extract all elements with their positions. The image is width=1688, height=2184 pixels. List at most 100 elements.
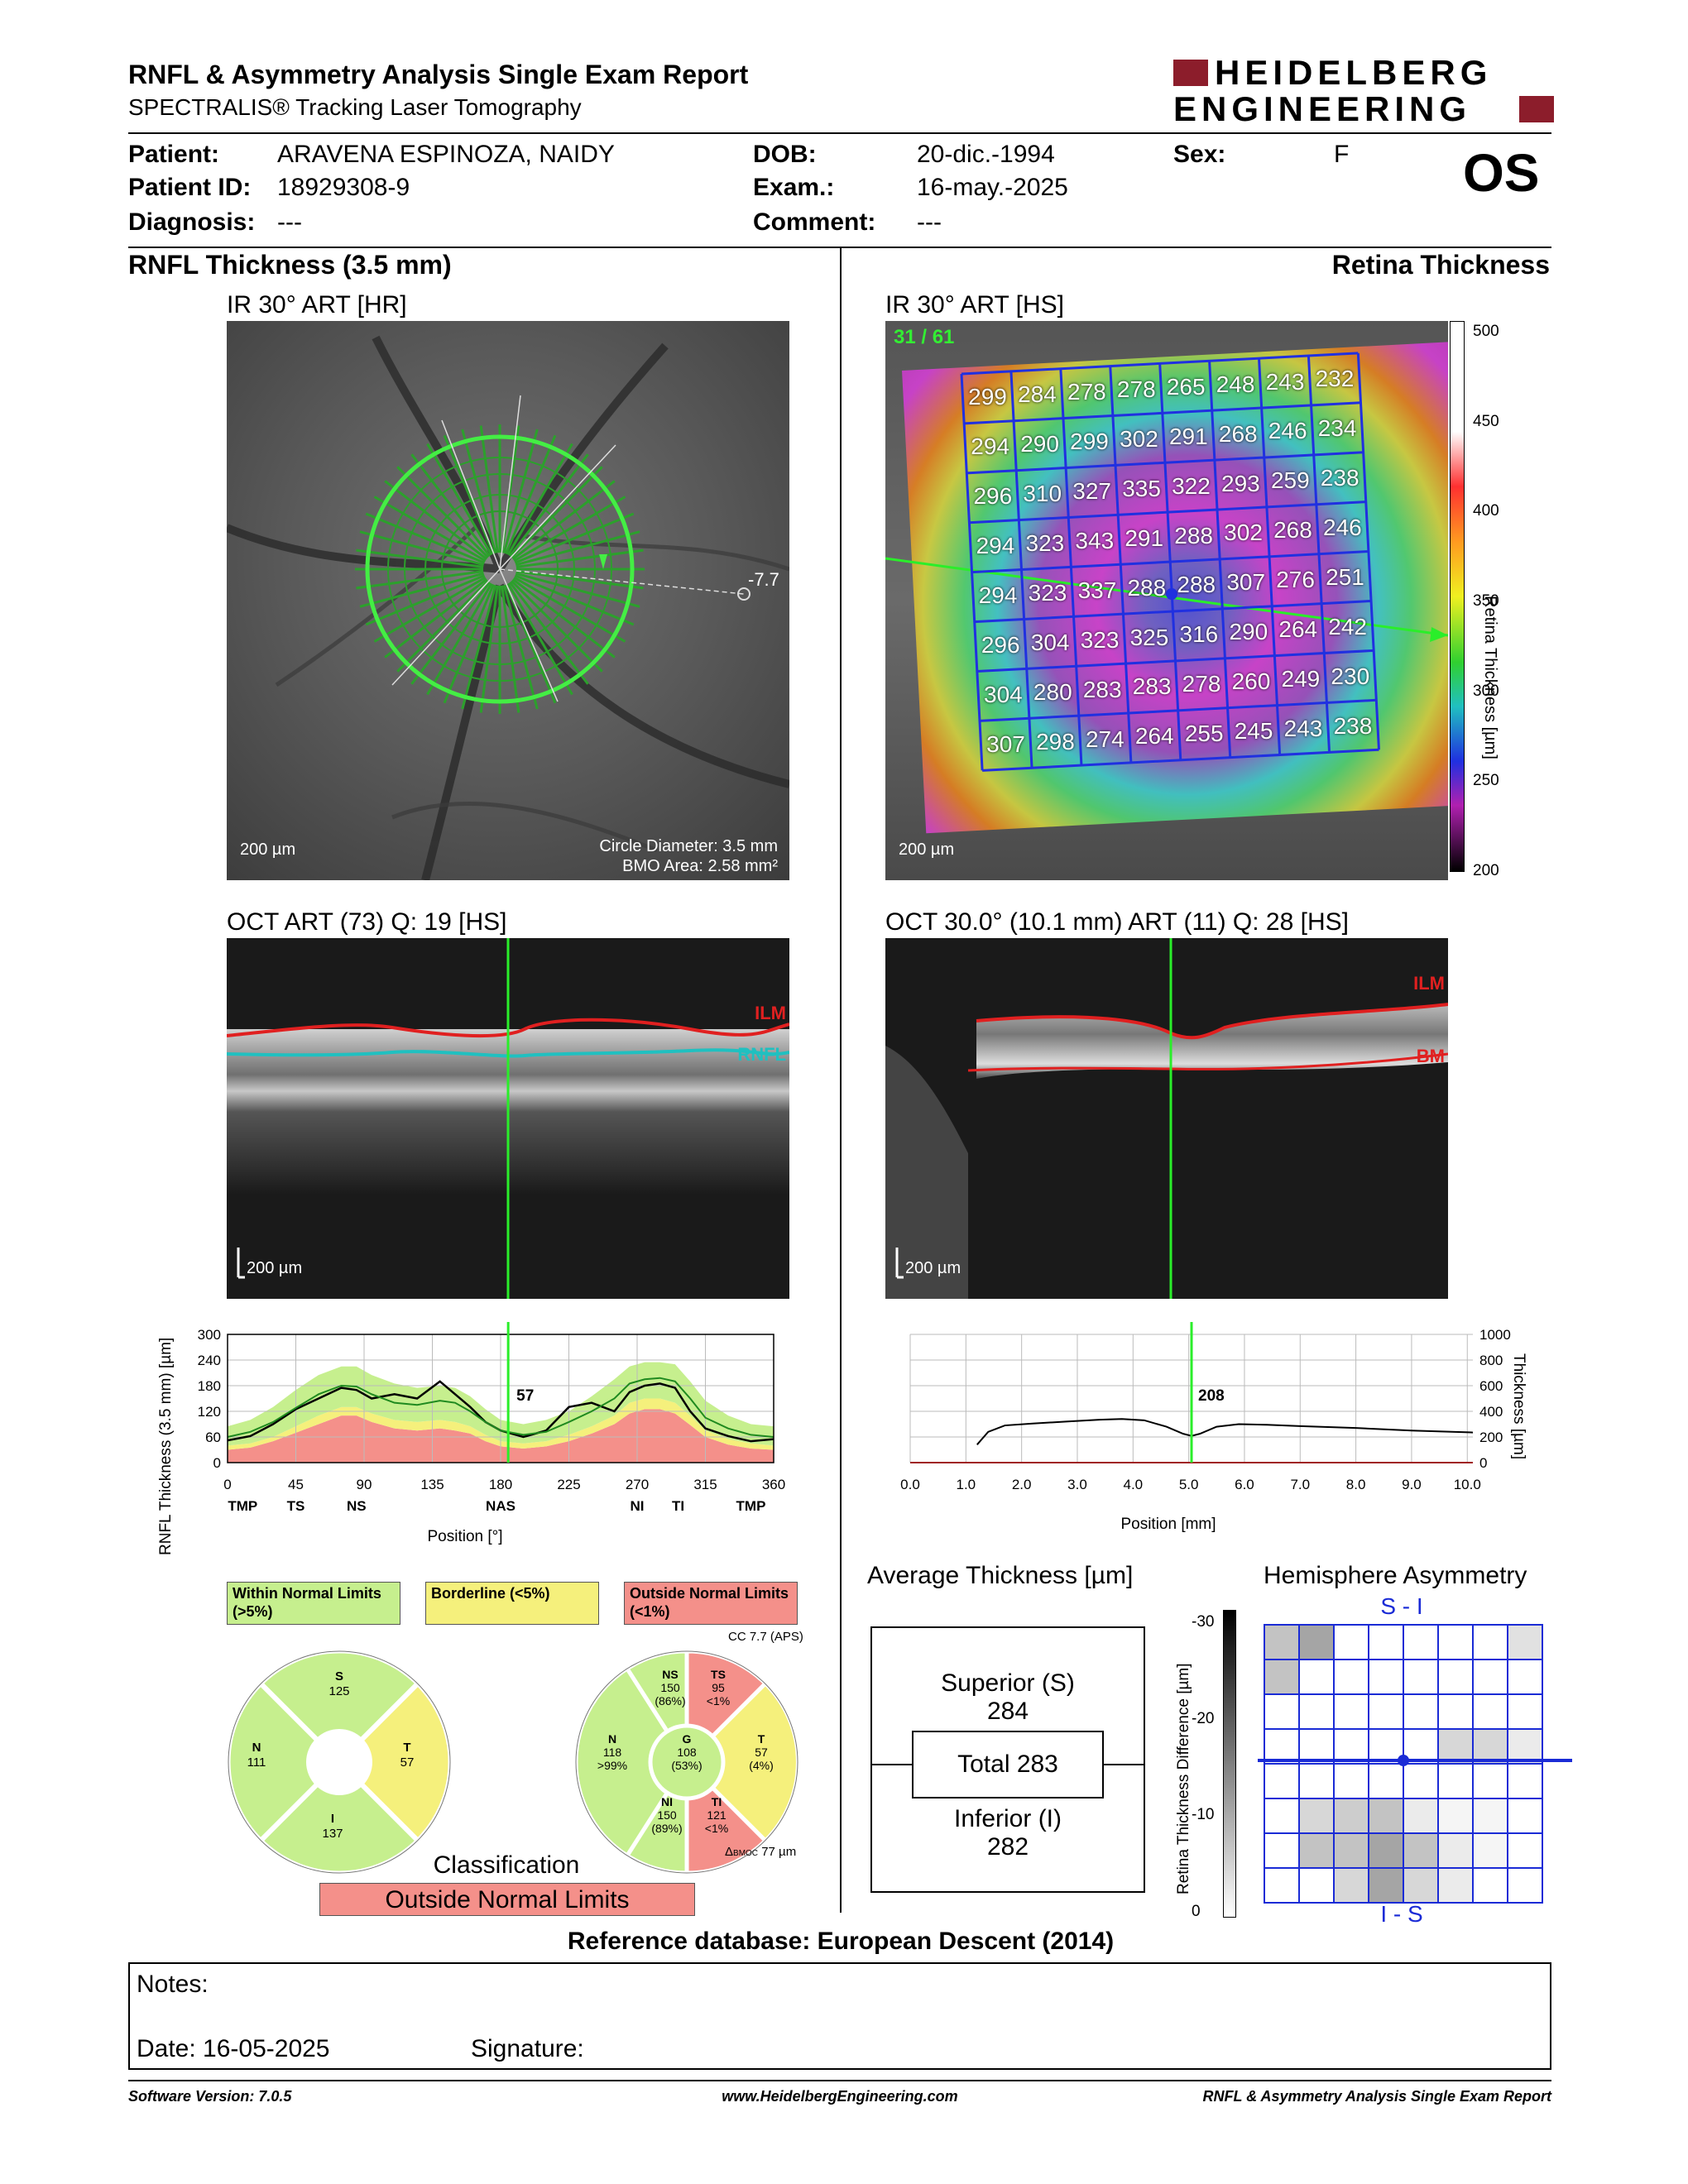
grid-cell-value: 323	[1028, 579, 1067, 606]
grid-cell-value: 325	[1129, 624, 1169, 650]
asymmetry-cell	[1264, 1659, 1300, 1695]
average-thickness-box: Superior (S) 284 Total 283 Inferior (I) …	[870, 1626, 1145, 1893]
asymmetry-cell	[1437, 1659, 1474, 1695]
colorbar	[1450, 321, 1465, 872]
y-tick-label: 200	[1479, 1430, 1503, 1445]
grid-cell-value: 327	[1072, 477, 1111, 504]
asymmetry-cell	[1403, 1867, 1439, 1904]
inferior-label: Inferior (I)	[953, 1805, 1062, 1832]
scan-spoke	[410, 581, 492, 685]
asymmetry-grid	[1258, 1624, 1572, 1904]
asymmetry-cell	[1333, 1728, 1369, 1765]
y-tick-label: 400	[1479, 1404, 1503, 1420]
y-tick-label: 300	[198, 1327, 221, 1343]
quadrant-n-value: 111	[247, 1755, 266, 1770]
scan-spoke	[410, 453, 492, 558]
scan-spoke	[443, 583, 495, 704]
oct-left-title: OCT ART (73) Q: 19 [HS]	[227, 908, 507, 936]
patient-id: 18929308-9	[277, 174, 410, 201]
footer-url[interactable]: www.HeidelbergEngineering.com	[722, 2088, 958, 2105]
x-tick-label: 10.0	[1454, 1477, 1481, 1492]
grid-cell-value: 316	[1179, 621, 1219, 648]
sector-ni-pct: (89%)	[651, 1822, 683, 1835]
grid-cell-value: 278	[1116, 376, 1156, 402]
asymmetry-top-label: S - I	[1380, 1593, 1423, 1619]
scan-spoke	[373, 496, 487, 563]
dob-label: DOB:	[753, 141, 817, 168]
etdrs-grid	[960, 352, 1380, 772]
notes-box[interactable]: Notes: Date: 16-05-2025 Signature:	[128, 1962, 1551, 2070]
superior-label: Superior (S)	[941, 1669, 1075, 1697]
grid-cell-value: 268	[1273, 517, 1312, 544]
sector-t-pct: (4%)	[749, 1759, 774, 1772]
asymmetry-center	[1398, 1755, 1409, 1766]
sector-g-pct: (53%)	[671, 1759, 703, 1772]
sector-n-pct: >99%	[597, 1759, 628, 1772]
bmoc-value: 77 µm	[761, 1845, 797, 1859]
ir-fundus-image-left: -7.7 200 µm Circle Diameter: 3.5 mm BMO …	[227, 321, 789, 880]
patient-label: Patient:	[128, 141, 220, 168]
scan-spoke	[359, 572, 485, 608]
asymmetry-cell	[1298, 1798, 1335, 1834]
column-divider	[840, 248, 842, 1913]
scan-spoke	[461, 429, 497, 554]
y-tick-label: 600	[1479, 1378, 1503, 1394]
grid-line	[971, 550, 1369, 574]
grid-cell-value: 238	[1333, 712, 1373, 739]
quadrant-s-value: 125	[328, 1684, 350, 1698]
retina-chart-xlabel: Position [mm]	[1120, 1516, 1216, 1533]
asymmetry-cell	[1437, 1693, 1474, 1730]
x-tick-label: 9.0	[1402, 1477, 1422, 1492]
asymmetry-cell	[1333, 1763, 1369, 1799]
scan-spoke	[396, 580, 489, 673]
asymmetry-bottom-label: I - S	[1380, 1901, 1423, 1927]
grid-cell-value: 291	[1168, 423, 1208, 449]
grid-cell-value: 276	[1276, 567, 1315, 593]
scan-spoke	[513, 576, 626, 643]
grid-cell-value: 304	[1030, 629, 1070, 655]
x-tick-label: 7.0	[1290, 1477, 1310, 1492]
asymmetry-cell	[1298, 1763, 1335, 1799]
sector-ts-pct: <1%	[706, 1694, 731, 1707]
asymmetry-cell	[1298, 1693, 1335, 1730]
asymmetry-cell	[1368, 1763, 1404, 1799]
y-tick-label: 0	[213, 1455, 221, 1471]
sector-ti-value: 121	[707, 1808, 727, 1822]
asymmetry-cell	[1507, 1867, 1543, 1904]
average-thickness-title: Average Thickness [µm]	[867, 1562, 1134, 1589]
asymmetry-cell	[1403, 1832, 1439, 1869]
grid-cell-value: 298	[1036, 728, 1075, 754]
asymmetry-cell	[1298, 1659, 1335, 1695]
sector-t-value: 57	[755, 1746, 768, 1759]
scan-spoke	[384, 480, 488, 561]
grid-cell-value: 242	[1328, 613, 1367, 639]
plot-frame	[227, 1334, 774, 1463]
sector-n-value: 118	[602, 1746, 622, 1759]
asymmetry-cell	[1333, 1624, 1369, 1660]
grid-cell-value: 246	[1268, 418, 1307, 444]
grid-cell-value: 230	[1331, 663, 1370, 689]
colorbar-tick: 250	[1473, 772, 1499, 790]
signature-label: Signature:	[471, 2035, 584, 2062]
sector-n-label: N	[607, 1732, 617, 1746]
ir-scale-bar: 200 µm	[240, 841, 296, 859]
scan-spoke	[508, 453, 589, 558]
grid-cell-value: 323	[1025, 530, 1065, 556]
y-tick-label: 120	[198, 1404, 221, 1420]
scan-spoke	[443, 434, 495, 555]
asymmetry-cell	[1472, 1693, 1508, 1730]
grid-cell-value: 288	[1174, 522, 1213, 548]
grid-cell-value: 337	[1077, 577, 1117, 603]
quadrant-s-label: S	[334, 1669, 344, 1684]
grid-cell-value: 302	[1224, 520, 1263, 546]
asymmetry-cell	[1298, 1867, 1335, 1904]
legend-outside: Outside Normal Limits (<1%)	[624, 1582, 798, 1625]
scan-spoke	[373, 576, 487, 643]
colorbar-tick: 350	[1473, 592, 1499, 610]
bmoc-prefix: BMOC	[733, 1849, 759, 1858]
asymmetry-cell	[1264, 1763, 1300, 1799]
asymmetry-cell	[1403, 1659, 1439, 1695]
retina-section-title: Retina Thickness	[1331, 250, 1550, 280]
asymmetry-cell	[1298, 1624, 1335, 1660]
reference-database: Reference database: European Descent (20…	[567, 1928, 1115, 1955]
